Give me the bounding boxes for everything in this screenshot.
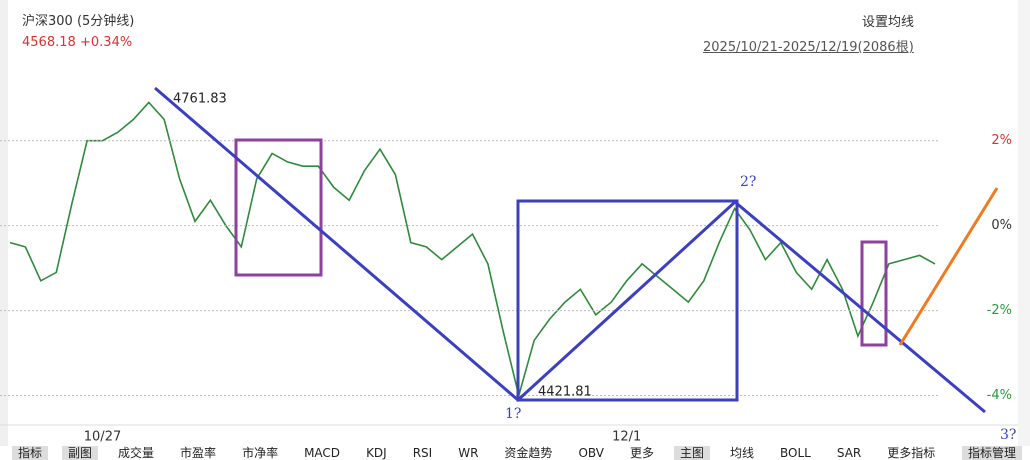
chart: 12/1 10/27 -4% -2% 0% 2% 4761.83 4421.81 1? 2… [0,0,1030,446]
trend-line [154,86,986,414]
toolbar-button[interactable]: 更多 [629,446,654,460]
toolbar-button[interactable]: WR [458,446,479,460]
high-label: 4761.83 [173,92,227,107]
price-line [9,101,936,399]
annotation-box [860,240,888,347]
wave-label: 3? [1000,427,1016,443]
low-label: 4421.81 [538,385,592,400]
toolbar-button[interactable]: SAR [836,446,862,460]
last-price: 4568.18 [22,35,76,50]
trend-line [898,187,999,346]
y-tick-label: -2% [987,303,1012,318]
x-tick-label: 12/1 [612,430,641,445]
toolbar-button[interactable]: 成交量 [118,446,155,460]
toolbar-button[interactable]: 资金趋势 [504,446,553,460]
chart-title: 沪深300 (5分钟线) [22,14,135,29]
toolbar-button[interactable]: BOLL [780,446,811,460]
x-tick-label: 10/27 [84,430,121,445]
toolbar-button[interactable]: KDJ [366,446,387,460]
toolbar-button[interactable]: 市净率 [242,446,279,460]
date-range[interactable]: 2025/10/21-2025/12/19(2086根) [703,40,914,55]
annotation-box [516,199,739,402]
y-tick-label: 0% [991,218,1012,233]
annotation-box [234,138,323,277]
wave-label: 2? [740,174,756,190]
toolbar-button[interactable]: 副图 [62,446,99,460]
wave-label: 1? [505,406,521,422]
price-change: +0.34% [80,35,133,50]
toolbar-button[interactable]: 更多指标 [887,446,936,460]
left-strip [0,0,8,446]
toolbar-button[interactable]: 市盈率 [180,446,217,460]
toolbar-button[interactable]: MACD [304,446,341,460]
toolbar-button[interactable]: 主图 [673,446,710,460]
right-strip [1018,0,1030,446]
y-tick-label: -4% [987,388,1012,403]
toolbar-button[interactable]: 均线 [730,446,755,460]
toolbar-button[interactable]: 指标 [12,446,49,460]
y-tick-label: 2% [991,133,1012,148]
toolbar-button[interactable]: RSI [412,446,433,460]
ma-setting[interactable]: 设置均线 [862,15,915,30]
toolbar: 指标 副图 成交量 市盈率 市净率 MACD KDJ RSI WR 资金趋势 OBV 更多 主图 均线 BO… [12,446,1022,460]
toolbar-button[interactable]: OBV [578,446,604,460]
toolbar-button[interactable]: 指标管理 [961,446,1022,460]
